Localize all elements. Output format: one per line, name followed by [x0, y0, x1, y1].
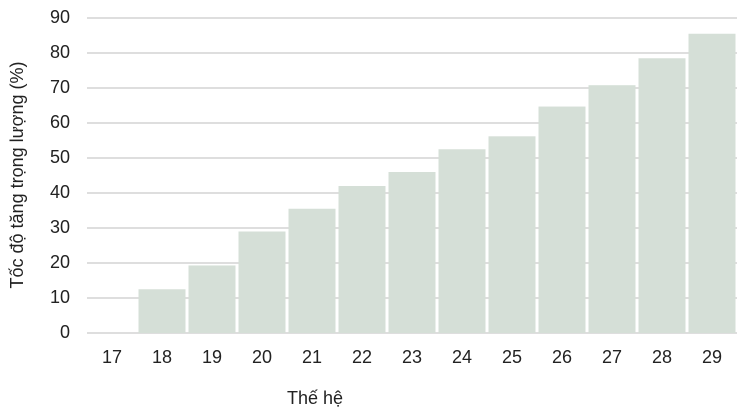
bar	[288, 208, 336, 333]
y-tick-label: 30	[50, 217, 70, 237]
y-tick-label: 70	[50, 77, 70, 97]
x-tick-label: 17	[102, 347, 122, 367]
x-tick-label: 18	[152, 347, 172, 367]
x-tick-label: 19	[202, 347, 222, 367]
x-tick-label: 20	[252, 347, 272, 367]
y-tick-label: 50	[50, 147, 70, 167]
y-tick-label: 90	[50, 7, 70, 27]
bar	[388, 172, 436, 333]
y-tick-label: 80	[50, 42, 70, 62]
bar	[638, 58, 686, 333]
bar	[688, 33, 736, 333]
x-axis-label: Thế hệ	[287, 388, 343, 408]
bar	[488, 136, 536, 333]
y-tick-label: 60	[50, 112, 70, 132]
y-tick-label: 0	[60, 322, 70, 342]
x-tick-label: 25	[502, 347, 522, 367]
bar	[338, 186, 386, 333]
x-tick-label: 29	[702, 347, 722, 367]
y-tick-label: 10	[50, 287, 70, 307]
x-tick-label: 21	[302, 347, 322, 367]
x-tick-label: 28	[652, 347, 672, 367]
bar	[188, 265, 236, 333]
y-axis-label: Tốc độ tăng trọng lượng (%)	[7, 62, 27, 289]
x-tick-label: 22	[352, 347, 372, 367]
bar	[138, 289, 186, 333]
bar	[538, 106, 586, 333]
x-tick-label: 27	[602, 347, 622, 367]
x-tick-label: 26	[552, 347, 572, 367]
bar	[588, 85, 636, 333]
x-tick-label: 24	[452, 347, 472, 367]
bar	[438, 149, 486, 333]
x-tick-label: 23	[402, 347, 422, 367]
y-tick-label: 20	[50, 252, 70, 272]
y-tick-label: 40	[50, 182, 70, 202]
bar	[238, 231, 286, 333]
